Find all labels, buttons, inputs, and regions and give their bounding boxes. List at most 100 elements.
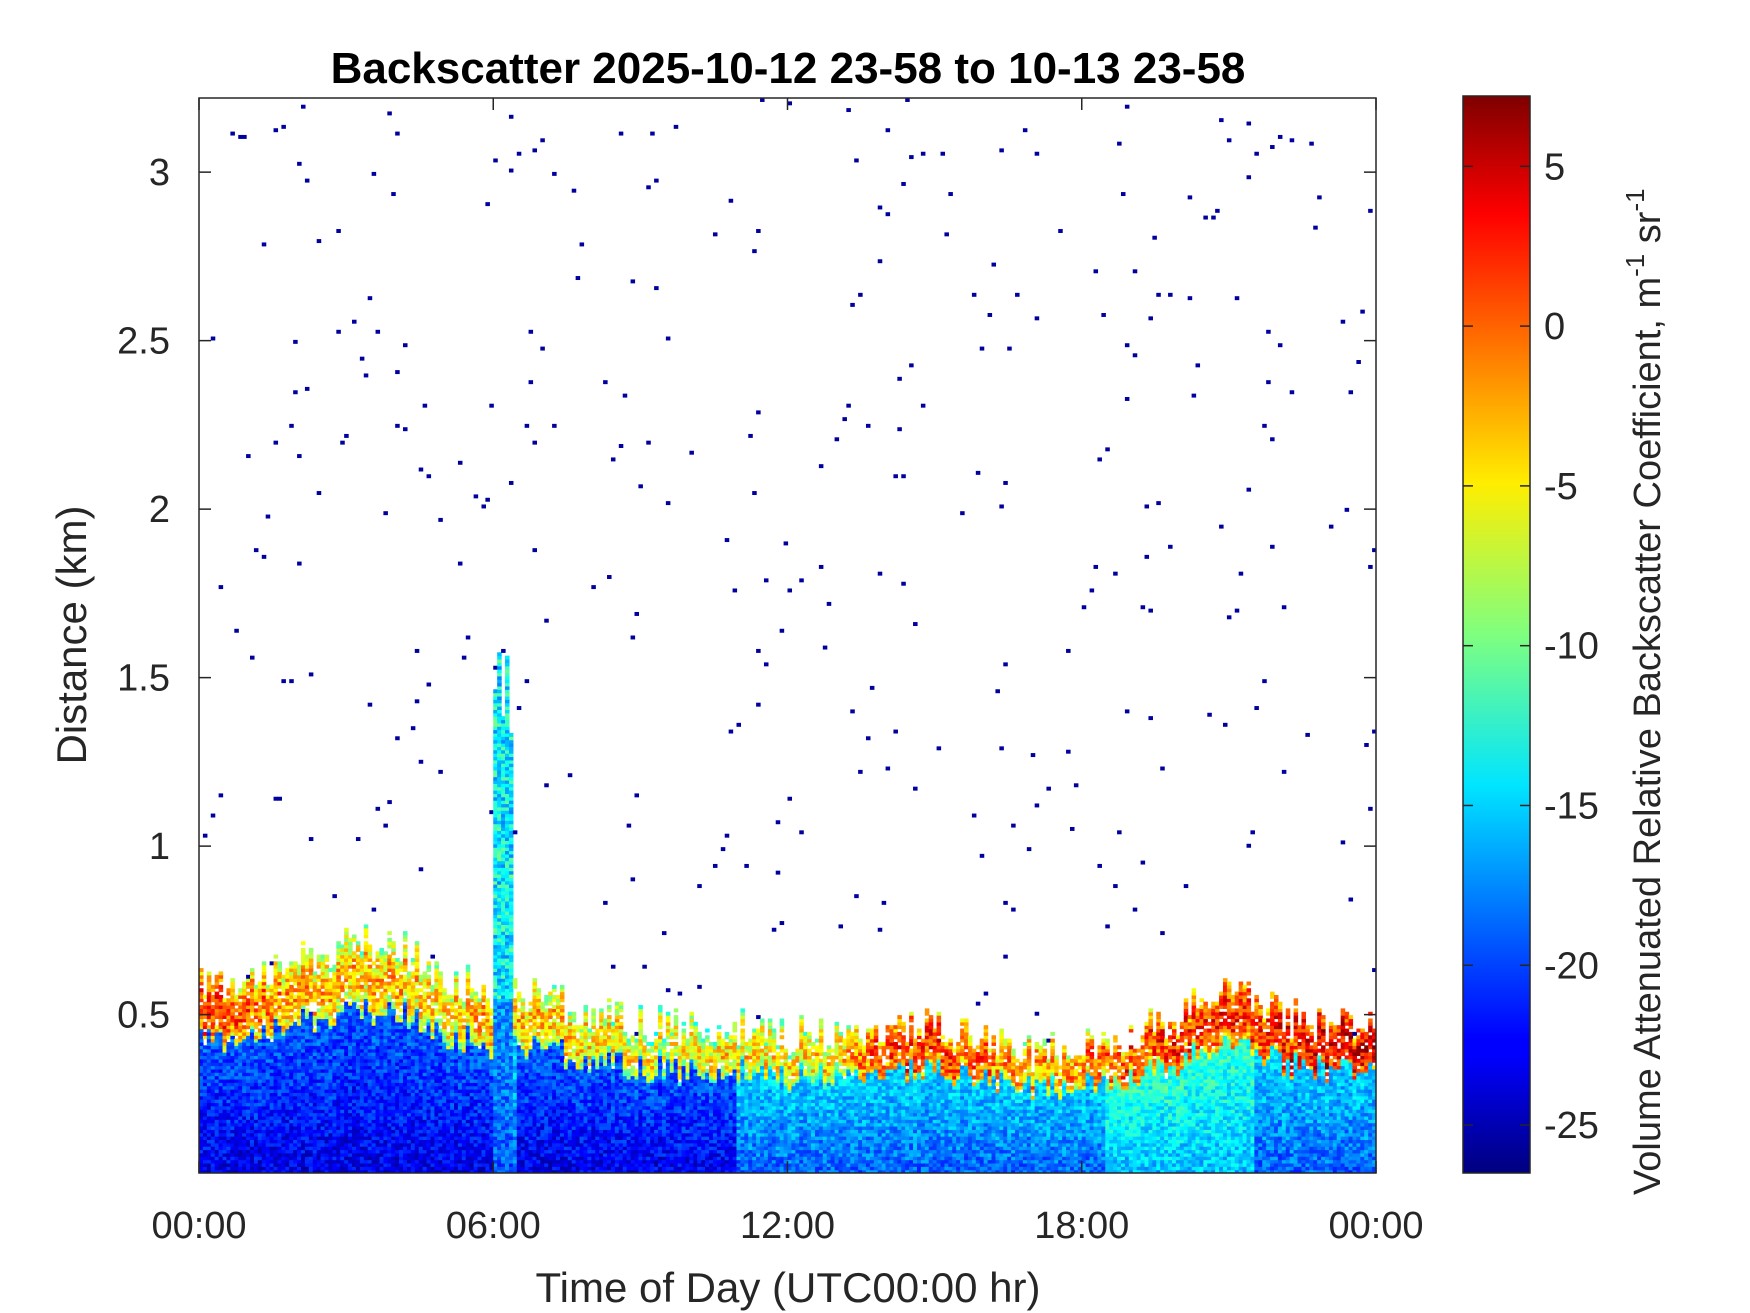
heatmap-cell <box>332 998 337 1003</box>
heatmap-cell <box>477 1146 483 1151</box>
heatmap-cell <box>383 1112 388 1117</box>
heatmap-cell <box>410 1109 416 1114</box>
heatmap-cell <box>430 1008 435 1013</box>
heatmap-cell <box>465 1015 471 1020</box>
heatmap-cell <box>246 1156 251 1161</box>
heatmap-cell <box>497 776 502 781</box>
heatmap-cell <box>505 1018 510 1023</box>
heatmap-cell <box>242 1105 247 1110</box>
heatmap-cell <box>406 1008 412 1013</box>
heatmap-cell <box>434 1031 439 1036</box>
heatmap-cell <box>289 1159 294 1164</box>
heatmap-cell <box>340 1018 345 1023</box>
heatmap-cell <box>403 1018 408 1023</box>
heatmap-cell <box>344 1112 349 1117</box>
heatmap-cell <box>391 1025 396 1030</box>
heatmap-cell <box>375 1125 381 1130</box>
heatmap-cell <box>261 1152 267 1157</box>
heatmap-cell <box>395 968 400 973</box>
heatmap-cell <box>297 161 302 166</box>
heatmap-cell <box>387 988 392 993</box>
heatmap-cell <box>493 860 498 865</box>
heatmap-cell <box>485 1136 490 1141</box>
heatmap-cell <box>285 1156 290 1161</box>
heatmap-cell <box>406 974 412 979</box>
heatmap-cell <box>348 988 353 993</box>
heatmap-cell <box>414 699 420 704</box>
heatmap-cell <box>426 964 432 969</box>
heatmap-cell <box>367 1058 373 1063</box>
heatmap-cell <box>218 1092 224 1097</box>
heatmap-cell <box>206 1159 212 1164</box>
heatmap-cell <box>403 1146 408 1151</box>
heatmap-cell <box>297 1065 302 1070</box>
heatmap-cell <box>297 978 302 983</box>
heatmap-cell <box>473 998 479 1003</box>
heatmap-cell <box>501 779 506 784</box>
heatmap-cell <box>328 1058 333 1063</box>
heatmap-cell <box>442 1048 447 1053</box>
heatmap-cell <box>320 954 326 959</box>
heatmap-cell <box>497 1125 502 1130</box>
heatmap-cell <box>371 1038 377 1043</box>
heatmap-cell <box>414 1129 420 1134</box>
heatmap-cell <box>493 998 498 1003</box>
heatmap-cell <box>387 1129 392 1134</box>
heatmap-cell <box>473 1109 479 1114</box>
heatmap-cell <box>399 1092 404 1097</box>
heatmap-cell <box>493 746 498 751</box>
heatmap-cell <box>450 1099 455 1104</box>
heatmap-cell <box>497 921 502 926</box>
heatmap-cell <box>202 1078 208 1083</box>
heatmap-cell <box>363 1105 369 1110</box>
heatmap-cell <box>454 1162 459 1167</box>
heatmap-cell <box>222 1058 228 1063</box>
heatmap-cell <box>379 1078 384 1083</box>
heatmap-cell <box>438 1078 443 1083</box>
heatmap-cell <box>344 1075 349 1080</box>
heatmap-cell <box>344 941 349 946</box>
heatmap-cell <box>234 1139 239 1144</box>
heatmap-cell <box>481 998 486 1003</box>
heatmap-cell <box>481 1055 486 1060</box>
heatmap-cell <box>493 1068 498 1073</box>
heatmap-cell <box>391 1015 396 1020</box>
heatmap-cell <box>391 1072 396 1077</box>
heatmap-cell <box>253 1082 259 1087</box>
heatmap-cell <box>348 1028 353 1033</box>
heatmap-cell <box>281 1005 286 1009</box>
heatmap-cell <box>418 1052 424 1057</box>
heatmap-cell <box>238 1162 243 1167</box>
heatmap-cell <box>257 998 263 1003</box>
heatmap-cell <box>434 1112 439 1117</box>
heatmap-cell <box>461 1132 467 1137</box>
heatmap-cell <box>214 1065 220 1070</box>
heatmap-cell <box>387 937 392 942</box>
heatmap-cell <box>352 951 357 956</box>
heatmap-cell <box>324 1005 330 1009</box>
heatmap-cell <box>289 1119 294 1124</box>
heatmap-cell <box>250 1115 255 1120</box>
heatmap-cell <box>481 1082 486 1087</box>
heatmap-cell <box>308 1156 314 1161</box>
heatmap-cell <box>355 1119 361 1124</box>
heatmap-cell <box>454 978 459 983</box>
heatmap-cell <box>226 1112 231 1117</box>
heatmap-cell <box>301 1159 306 1164</box>
heatmap-cell <box>410 1085 416 1090</box>
heatmap-cell <box>308 1099 314 1104</box>
heatmap-cell <box>301 1085 306 1090</box>
heatmap-cell <box>410 1065 416 1070</box>
heatmap-cell <box>363 1005 369 1009</box>
heatmap-cell <box>414 1011 420 1016</box>
heatmap-cell <box>206 1015 212 1020</box>
heatmap-cell <box>469 1028 475 1033</box>
heatmap-cell <box>336 1139 341 1144</box>
heatmap-cell <box>410 1055 416 1060</box>
heatmap-cell <box>308 1065 314 1070</box>
heatmap-cell <box>477 1095 483 1100</box>
heatmap-cell <box>320 994 326 999</box>
heatmap-cell <box>352 1156 357 1161</box>
heatmap-cell <box>336 1115 341 1120</box>
heatmap-cell <box>222 1166 228 1171</box>
